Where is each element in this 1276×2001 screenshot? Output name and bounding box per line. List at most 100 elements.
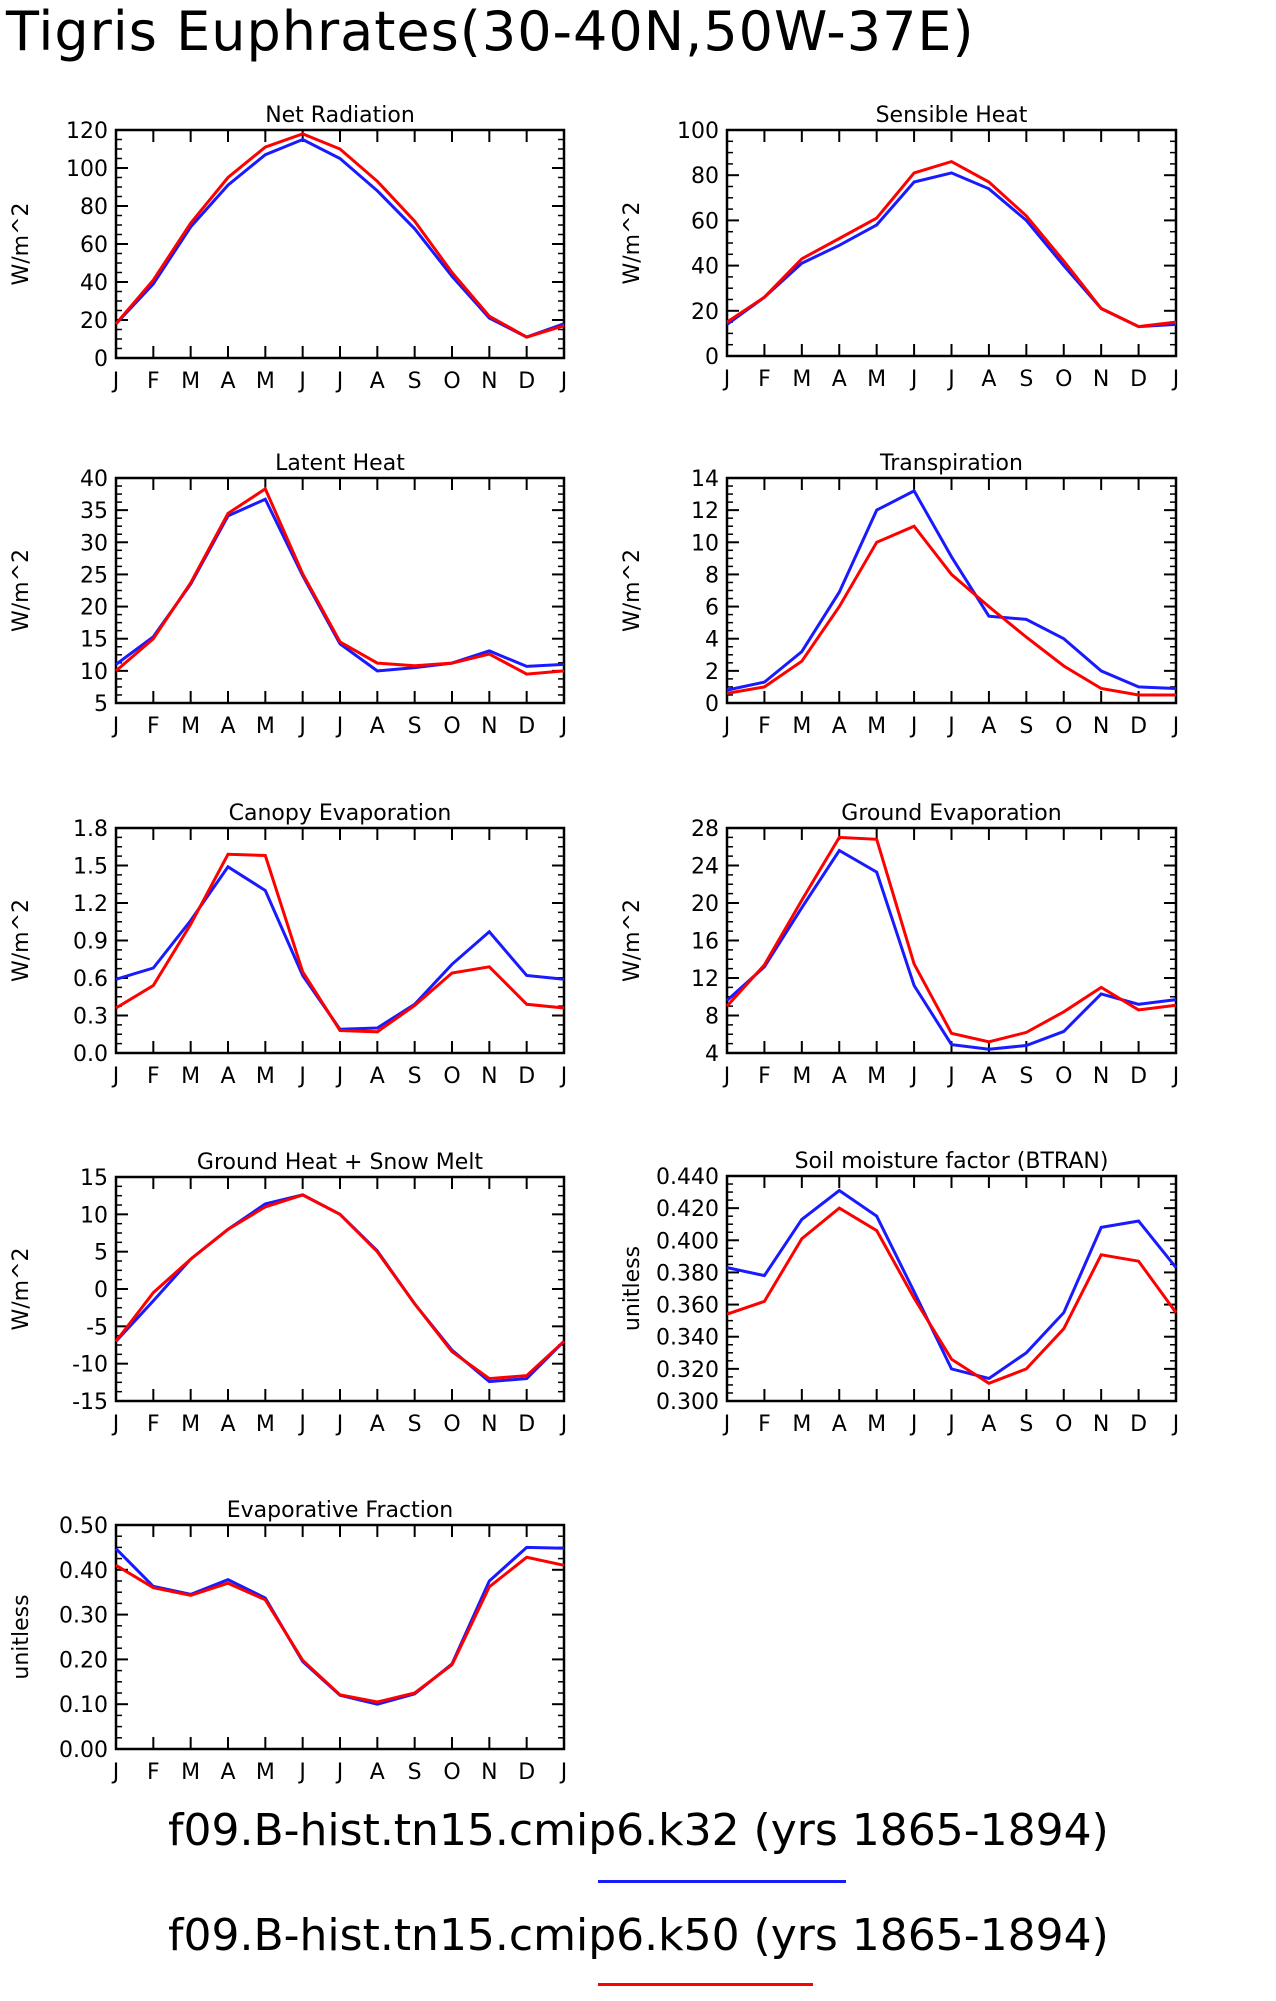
y-tick-label: 0 <box>94 1278 108 1303</box>
x-tick-label: F <box>147 369 160 394</box>
x-tick-label: N <box>1093 714 1109 739</box>
x-tick-label: J <box>335 1760 344 1785</box>
x-tick-label: J <box>297 714 306 739</box>
x-tick-label: J <box>111 1412 120 1437</box>
x-tick-label: A <box>370 714 385 739</box>
y-tick-label: 60 <box>80 233 108 258</box>
x-tick-label: A <box>220 1064 235 1089</box>
y-tick-label: 15 <box>80 1166 108 1191</box>
chart-title: Ground Heat + Snow Melt <box>197 1150 484 1175</box>
plot-frame <box>725 476 1178 705</box>
plot-frame <box>725 826 1178 1055</box>
y-tick-label: 40 <box>691 255 719 280</box>
x-tick-label: M <box>256 1412 275 1437</box>
plot-frame <box>725 128 1178 358</box>
y-tick-label: -15 <box>72 1390 108 1415</box>
legend-entry-2: f09.B-hist.tn15.cmip6.k50 (yrs 1865-1894… <box>168 1910 1109 1961</box>
x-tick-label: A <box>832 367 847 392</box>
series-line-k32 <box>114 1193 566 1384</box>
x-tick-label: J <box>1171 1412 1180 1437</box>
y-axis-label: W/m^2 <box>620 201 645 284</box>
series-line-k32 <box>114 137 565 339</box>
x-tick-label: J <box>1171 367 1180 392</box>
y-axis-label: unitless <box>9 1594 34 1679</box>
y-tick-label: 0.440 <box>656 1165 719 1190</box>
x-tick-label: O <box>443 369 460 394</box>
y-tick-label: 12 <box>691 967 719 992</box>
plot-frame <box>114 1523 566 1751</box>
series-line-k32 <box>725 848 1177 1051</box>
x-tick-label: O <box>443 1412 460 1437</box>
x-tick-label: J <box>111 1064 120 1089</box>
plot-frame <box>114 476 566 705</box>
x-tick-label: J <box>1171 1064 1180 1089</box>
x-tick-label: M <box>181 1760 200 1785</box>
x-tick-label: S <box>1019 714 1033 739</box>
x-tick-label: J <box>946 1064 955 1089</box>
y-axis-label: W/m^2 <box>9 549 34 632</box>
x-tick-label: J <box>559 369 568 394</box>
x-tick-label: S <box>408 369 422 394</box>
x-tick-label: M <box>867 367 886 392</box>
y-tick-label: 25 <box>80 563 108 588</box>
y-tick-label: 80 <box>691 164 719 189</box>
x-tick-label: S <box>1019 1064 1033 1089</box>
y-tick-label: 30 <box>80 531 108 556</box>
x-tick-label: J <box>946 714 955 739</box>
legend-swatch-1 <box>598 1880 846 1883</box>
series-line-k32 <box>115 864 565 1031</box>
x-tick-label: J <box>909 367 918 392</box>
x-tick-label: M <box>867 1064 886 1089</box>
y-tick-label: -5 <box>86 1315 108 1340</box>
chart-title: Sensible Heat <box>876 103 1028 128</box>
x-tick-label: J <box>909 714 918 739</box>
x-tick-label: A <box>981 367 996 392</box>
x-tick-label: D <box>518 1064 535 1089</box>
y-tick-label: 100 <box>66 157 108 182</box>
series-line-k50 <box>114 132 565 339</box>
y-tick-label: 4 <box>705 1042 719 1067</box>
y-tick-label: 28 <box>691 817 719 842</box>
x-tick-label: F <box>147 1412 160 1437</box>
x-tick-label: M <box>256 369 275 394</box>
y-tick-label: 100 <box>677 119 719 144</box>
y-tick-label: 2 <box>705 660 719 685</box>
x-tick-label: J <box>559 1064 568 1089</box>
y-tick-label: 10 <box>691 531 719 556</box>
x-tick-label: D <box>518 369 535 394</box>
y-tick-label: 0 <box>94 347 108 372</box>
y-axis-label: W/m^2 <box>9 1247 34 1330</box>
y-tick-label: 0.420 <box>656 1197 719 1222</box>
x-tick-label: D <box>1130 1064 1147 1089</box>
y-tick-label: 0.300 <box>656 1390 719 1415</box>
y-tick-label: 0.40 <box>59 1559 108 1584</box>
x-tick-label: F <box>147 714 160 739</box>
x-tick-label: F <box>758 714 771 739</box>
x-tick-label: S <box>408 1064 422 1089</box>
y-tick-label: 20 <box>80 309 108 334</box>
x-tick-label: F <box>147 1064 160 1089</box>
series-line-k32 <box>726 1188 1178 1381</box>
y-tick-label: 0 <box>705 345 719 370</box>
x-tick-label: M <box>792 714 811 739</box>
y-tick-label: 0.360 <box>656 1294 719 1319</box>
y-axis-label: W/m^2 <box>620 899 645 982</box>
y-tick-label: 15 <box>80 628 108 653</box>
series-line-k50 <box>114 1193 566 1381</box>
x-tick-label: J <box>297 1760 306 1785</box>
y-tick-label: 10 <box>80 1203 108 1228</box>
x-tick-label: O <box>443 1760 460 1785</box>
x-tick-label: J <box>335 1412 344 1437</box>
chart-title: Net Radiation <box>265 103 415 128</box>
series-line-k50 <box>726 1206 1178 1385</box>
chart-panel: Ground Heat + Snow Melt W/m^2 -15 -10 -5 0 5 10… <box>9 1150 567 1437</box>
chart-title: Evaporative Fraction <box>227 1498 453 1523</box>
series-line-k32 <box>114 1545 565 1706</box>
x-tick-label: N <box>481 369 497 394</box>
x-tick-label: A <box>981 1064 996 1089</box>
y-tick-label: 0 <box>705 692 719 717</box>
y-tick-label: 20 <box>691 300 719 325</box>
